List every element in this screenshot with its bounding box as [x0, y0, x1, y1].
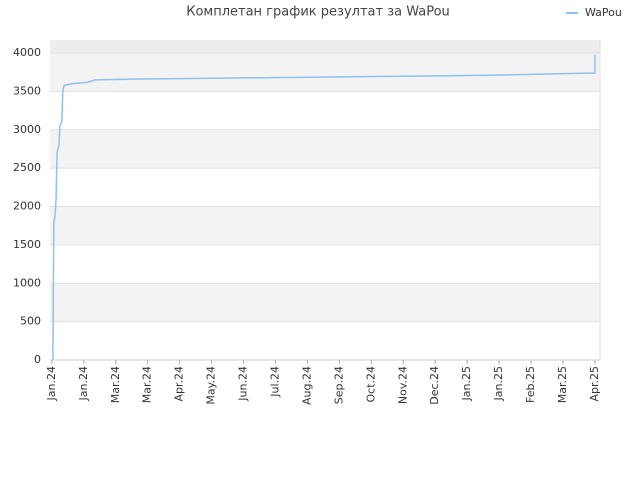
y-tick-label: 500	[20, 315, 41, 328]
x-tick-label: May.24	[205, 366, 218, 405]
x-tick-label: Sep.24	[332, 366, 345, 404]
x-tick-label: Apr.25	[588, 366, 601, 402]
x-tick-label: Jun.24	[237, 366, 250, 402]
line	[52, 54, 596, 361]
legend-label: WaPou	[585, 6, 622, 19]
x-tick-label: Dec.24	[428, 366, 441, 405]
x-tick-label: Jan.24	[77, 366, 90, 401]
x-tick-label: Jan.24	[45, 366, 58, 401]
x-tick-label: Aug.24	[300, 366, 313, 405]
y-tick-label: 0	[34, 353, 41, 366]
y-tick-label: 4000	[13, 46, 41, 59]
x-tick-label: Mar.24	[109, 366, 122, 403]
y-tick-label: 3000	[13, 123, 41, 136]
x-tick-label: Apr.24	[173, 366, 186, 402]
x-tick-label: Mar.24	[141, 366, 154, 403]
chart-title: Комплетан график резултат за WaPou	[186, 5, 450, 20]
grid-band	[50, 283, 600, 322]
grid-band	[50, 40, 600, 54]
x-tick-label: Feb.25	[524, 366, 537, 403]
y-tick-label: 1000	[13, 276, 41, 289]
x-tick-label: Nov.24	[396, 366, 409, 404]
x-tick-label: Jan.25	[492, 366, 505, 401]
y-tick-label: 3500	[13, 84, 41, 97]
x-tick-label: Mar.25	[556, 366, 569, 403]
y-tick-label: 2500	[13, 161, 41, 174]
grid-band	[50, 129, 600, 169]
grid-band	[50, 53, 600, 92]
x-tick-label: Jul.24	[268, 366, 281, 398]
y-tick-label: 1500	[13, 238, 41, 251]
x-tick-label: Oct.24	[364, 366, 377, 403]
grid-band	[50, 206, 600, 245]
y-tick-label: 2000	[13, 200, 41, 213]
x-tick-label: Jan.25	[460, 366, 473, 401]
